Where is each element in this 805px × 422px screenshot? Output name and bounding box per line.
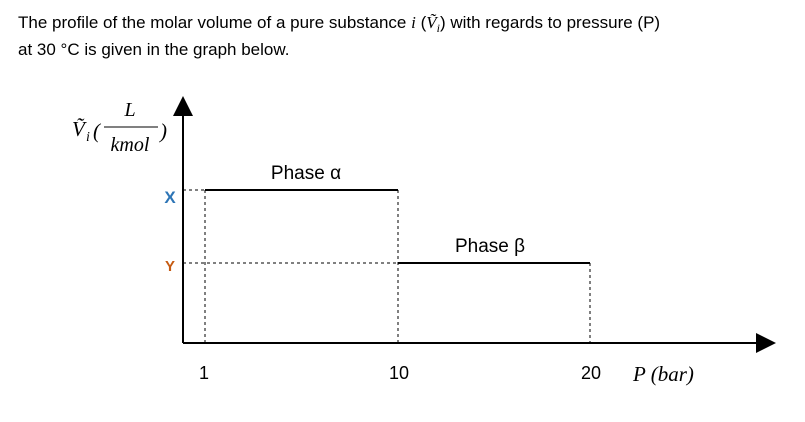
math: i — [411, 13, 416, 32]
text: at 30 °C is given in the graph below. — [18, 40, 290, 59]
x-axis-label: P (bar) — [632, 362, 694, 386]
x-tick-label: 10 — [389, 363, 409, 383]
y-subscript: i — [86, 130, 90, 145]
text: The profile of the molar volume of a pur… — [18, 13, 412, 32]
y-numerator: L — [123, 99, 135, 121]
y-level: X — [164, 188, 176, 207]
math-sub: i — [436, 21, 440, 35]
x-tick-label: 20 — [581, 363, 601, 383]
y-paren: ( — [93, 119, 102, 143]
y-denominator: kmol — [111, 134, 150, 156]
phase-label: Phase β — [455, 236, 525, 257]
x-tick-label: 1 — [199, 363, 209, 383]
text: ) with regards to pressure (P) — [439, 13, 661, 32]
math: Ṽ — [426, 13, 437, 32]
text: ( — [415, 13, 427, 32]
phase-label: Phase α — [271, 163, 341, 184]
intro-text: The profile of the molar volume of a pur… — [18, 12, 660, 60]
y-paren: ) — [159, 119, 167, 143]
y-level: Y — [165, 258, 175, 275]
y-symbol: Ṽ — [72, 117, 87, 141]
